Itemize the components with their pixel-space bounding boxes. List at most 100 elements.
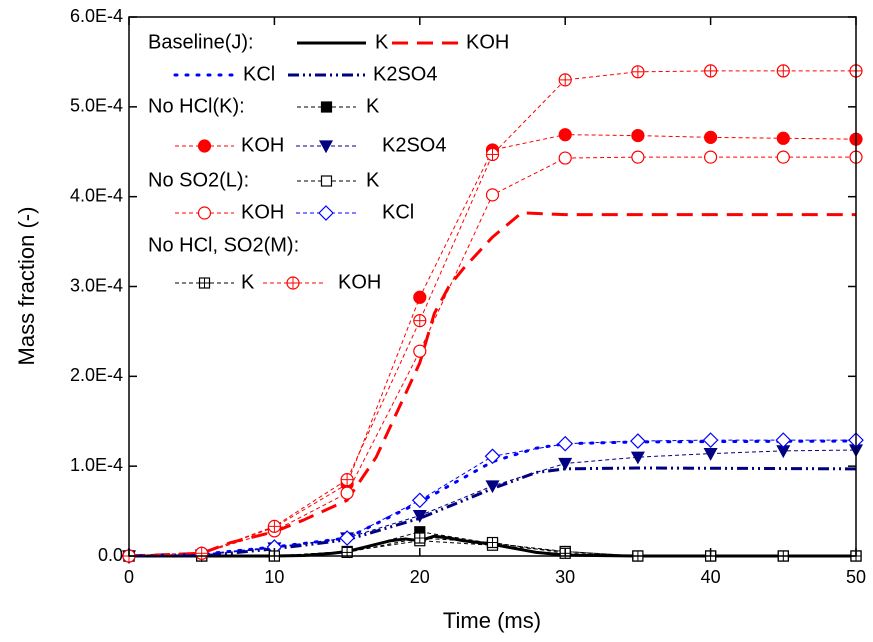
marker [558,128,572,142]
marker-part [340,486,354,500]
marker [414,532,426,544]
marker [630,433,646,449]
y-tick-label: 3.0E-4 [70,275,123,295]
marker-part [775,432,792,448]
y-tick-label: 2.0E-4 [70,365,123,385]
marker [341,546,353,559]
marker-part [630,433,646,449]
x-tick-label: 40 [701,567,721,587]
marker [558,151,572,165]
x-tick-label: 10 [264,567,284,587]
series-line [128,134,857,557]
marker [486,536,499,549]
marker [286,276,300,290]
marker-part [197,206,212,220]
marker-part [702,432,719,448]
marker [198,277,211,289]
marker [197,139,212,153]
marker [776,150,790,164]
legend-label: KOH [466,31,509,53]
marker [318,205,334,221]
marker-part [339,530,355,546]
legend-group-label: Baseline(J): [148,31,254,53]
marker [630,451,645,465]
marker-part [631,150,645,164]
marker [703,150,718,164]
marker [413,314,427,328]
y-tick-label: 1.0E-4 [70,455,123,475]
legend-label: KOH [338,271,381,293]
marker-part [703,150,718,164]
marker [340,473,354,487]
marker-part [411,492,428,509]
marker [557,435,574,452]
marker [195,546,209,560]
marker-part [320,175,333,187]
marker [703,64,718,78]
y-tick-label: 0.0 [98,545,123,565]
legend-label: K [375,31,389,53]
y-tick-label: 5.0E-4 [70,96,123,116]
legend-label: K2SO4 [373,63,437,85]
marker [320,175,333,187]
marker [558,73,572,87]
marker [412,509,427,523]
series-line [129,466,857,558]
marker [320,101,333,113]
marker [340,486,354,500]
plot-area [121,64,864,564]
marker [631,150,645,164]
marker [702,432,719,448]
marker [631,128,645,143]
legend-label: KOH [241,134,284,156]
marker [558,457,573,471]
y-tick-label: 6.0E-4 [70,6,123,26]
marker-part [558,457,573,471]
x-tick-label: 30 [555,567,575,587]
legend-label: K [366,169,380,191]
legend-label: K [366,95,380,117]
marker-part [485,188,500,202]
marker-part [776,150,790,164]
marker-part [703,130,718,144]
marker [267,519,281,533]
x-axis-label: Time (ms) [443,608,541,633]
marker-part [484,448,501,465]
marker [413,344,427,358]
series-line [129,534,856,558]
marker [485,480,500,494]
marker [484,448,501,465]
legend-label: K [241,271,255,293]
marker [703,130,718,144]
marker-part [630,451,645,465]
marker-part [485,480,500,494]
x-tick-label: 50 [846,567,866,587]
legend: Baseline(J): K KOH KCl K2SO4 No HCl(K): K KOH K2… [148,31,509,293]
x-tick-label: 0 [124,567,134,587]
legend-label: K2SO4 [382,134,446,156]
legend-label: KCl [243,63,275,85]
y-tick-label: 4.0E-4 [70,185,123,205]
marker-part [197,139,212,153]
y-axis-label: Mass fraction (-) [14,207,39,366]
legend-label: KOH [241,201,284,223]
marker [776,131,790,145]
marker-part [412,509,427,523]
marker-part [776,131,790,145]
marker [776,64,790,78]
marker-part [631,128,645,143]
legend-group-label: No SO2(L): [148,169,249,191]
marker-part [413,290,427,304]
marker-part [320,101,333,113]
marker [339,530,355,546]
marker [485,188,500,202]
x-tick-label: 20 [410,567,430,587]
legend-group-label: No HCl(K): [148,95,245,117]
series-line [128,211,856,558]
marker-part [557,435,574,452]
marker [318,140,334,154]
marker-part [318,205,334,221]
marker-part [413,344,427,358]
marker [411,492,428,509]
